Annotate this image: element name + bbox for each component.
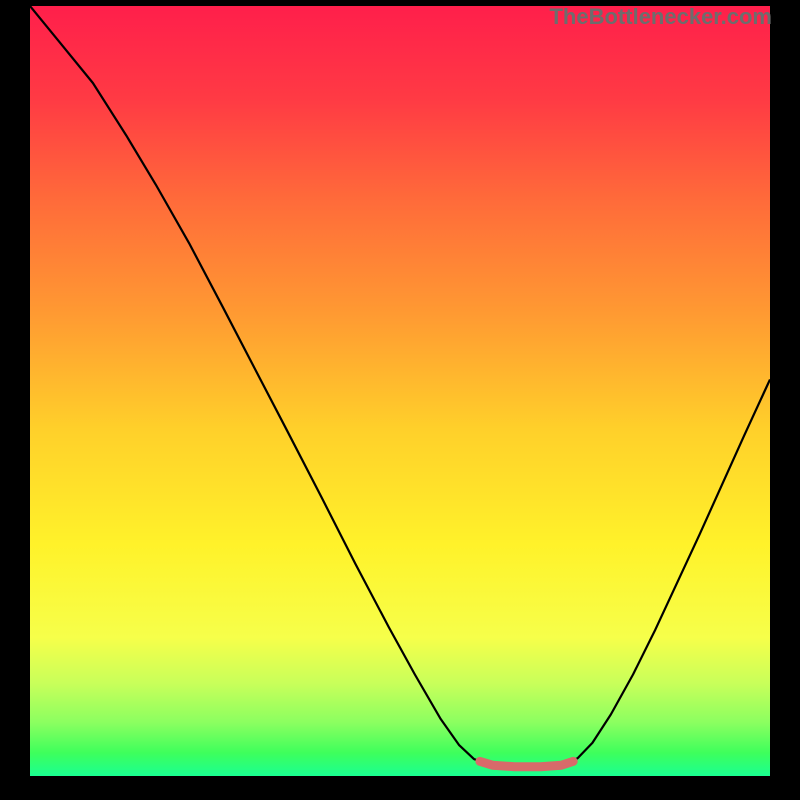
plot-area [30,6,770,776]
plot-svg [30,6,770,776]
chart-container: TheBottlenecker.com [0,0,800,800]
gradient-background [30,6,770,776]
